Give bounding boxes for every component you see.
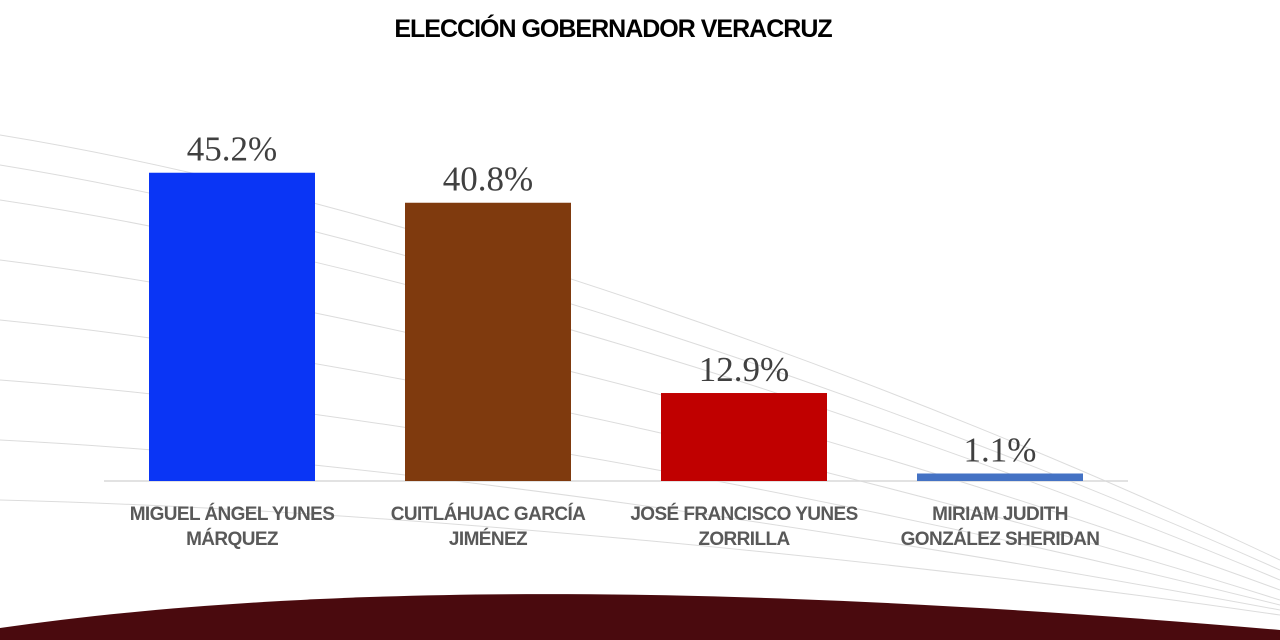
bar (661, 393, 827, 481)
value-label: 40.8% (443, 160, 533, 199)
chart-title: ELECCIÓN GOBERNADOR VERACRUZ (394, 13, 832, 43)
bar (405, 202, 571, 481)
value-label: 1.1% (964, 430, 1037, 469)
footer-band (0, 594, 1280, 640)
value-label: 12.9% (699, 350, 789, 389)
value-label: 45.2% (187, 130, 277, 169)
x-tick-label: MIGUEL ÁNGEL YUNES MÁRQUEZ (129, 504, 335, 550)
bar (917, 473, 1083, 481)
x-tick-label: CUITLÁHUAC GARCÍA JIMÉNEZ (390, 504, 586, 550)
bar (149, 172, 315, 481)
x-tick-label: MIRIAM JUDITH GONZÁLEZ SHERIDAN (900, 504, 1100, 550)
x-tick-label: JOSÉ FRANCISCO YUNES ZORRILLA (630, 504, 858, 550)
